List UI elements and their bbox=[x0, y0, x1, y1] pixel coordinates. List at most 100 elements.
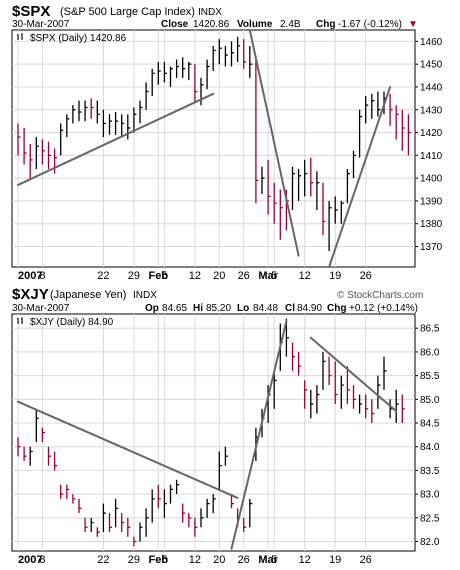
x-tick-label: Feb bbox=[149, 270, 169, 282]
ohlc-legend-icon bbox=[17, 317, 23, 324]
xjy-trendlines bbox=[17, 320, 398, 550]
spx-volume-value: 2.4B bbox=[280, 19, 301, 30]
xjy-header: $XJY (Japanese Yen) INDX © StockCharts.c… bbox=[12, 286, 423, 314]
x-tick-label: 26 bbox=[360, 554, 372, 566]
x-tick-label: 12 bbox=[299, 270, 311, 282]
y-tick-label: 1430 bbox=[420, 105, 443, 116]
x-tick-label: Mar bbox=[258, 270, 278, 282]
down-arrow-icon: ▼ bbox=[408, 19, 418, 30]
x-tick-label: 22 bbox=[97, 270, 109, 282]
xjy-close-label: Cl bbox=[285, 303, 295, 314]
trendline bbox=[17, 400, 239, 499]
x-tick-label: 12 bbox=[189, 554, 201, 566]
xjy-low-value: 84.48 bbox=[253, 303, 278, 314]
x-tick-label: 5 bbox=[161, 554, 167, 566]
spx-close-value: 1420.86 bbox=[193, 19, 230, 30]
y-tick-label: 85.5 bbox=[420, 371, 440, 382]
x-tick-label: 8 bbox=[39, 554, 45, 566]
trendline bbox=[17, 92, 215, 186]
xjy-date: 30-Mar-2007 bbox=[12, 303, 70, 314]
x-tick-label: 2007 bbox=[18, 270, 42, 282]
y-tick-label: 82.0 bbox=[420, 537, 440, 548]
xjy-open-label: Op bbox=[145, 303, 159, 314]
spx-close-label: Close bbox=[161, 19, 189, 30]
y-tick-label: 1440 bbox=[420, 82, 443, 93]
y-tick-label: 1410 bbox=[420, 151, 443, 162]
y-tick-label: 1420 bbox=[420, 128, 443, 139]
xjy-low-label: Lo bbox=[237, 303, 249, 314]
spx-gridlines bbox=[12, 30, 415, 267]
y-tick-label: 83.5 bbox=[420, 466, 440, 477]
x-tick-label: 8 bbox=[39, 270, 45, 282]
y-tick-label: 1400 bbox=[420, 174, 443, 185]
x-tick-label: 20 bbox=[213, 270, 225, 282]
x-tick-label: 2007 bbox=[18, 554, 42, 566]
x-tick-label: 26 bbox=[238, 270, 250, 282]
trendline bbox=[248, 29, 300, 257]
spx-legend-text: $SPX (Daily) 1420.86 bbox=[30, 33, 127, 44]
spx-volume-label: Volume bbox=[237, 19, 273, 30]
y-tick-label: 83.0 bbox=[420, 490, 440, 501]
spx-trendlines bbox=[17, 29, 392, 268]
trendline bbox=[309, 336, 398, 413]
x-tick-label: 26 bbox=[238, 554, 250, 566]
spx-header: $SPX (S&P 500 Large Cap Index) INDX 30-M… bbox=[12, 3, 418, 30]
x-tick-label: 19 bbox=[329, 270, 341, 282]
xjy-chg-label: Chg bbox=[327, 303, 346, 314]
x-tick-label: 5 bbox=[271, 270, 277, 282]
x-tick-label: 5 bbox=[161, 270, 167, 282]
xjy-exchange: INDX bbox=[133, 290, 157, 301]
xjy-symbol: $XJY bbox=[12, 286, 49, 303]
spx-legend: $SPX (Daily) 1420.86 bbox=[16, 33, 127, 44]
spx-date: 30-Mar-2007 bbox=[12, 19, 70, 30]
ohlc-legend-icon bbox=[17, 33, 23, 40]
x-tick-label: 5 bbox=[271, 554, 277, 566]
trendline bbox=[328, 85, 392, 268]
y-tick-label: 82.5 bbox=[420, 513, 440, 524]
xjy-name: (Japanese Yen) bbox=[50, 289, 126, 301]
y-tick-label: 1390 bbox=[420, 196, 443, 207]
xjy-open-value: 84.65 bbox=[162, 303, 187, 314]
xjy-legend-background bbox=[16, 317, 26, 325]
y-tick-label: 1380 bbox=[420, 219, 443, 230]
spx-symbol: $SPX bbox=[12, 3, 50, 20]
x-tick-label: 29 bbox=[128, 554, 140, 566]
x-tick-label: 26 bbox=[360, 270, 372, 282]
y-tick-label: 1370 bbox=[420, 242, 443, 253]
x-tick-label: Feb bbox=[149, 554, 169, 566]
xjy-price-bars bbox=[17, 318, 405, 547]
x-tick-label: 12 bbox=[189, 270, 201, 282]
spx-exchange: INDX bbox=[198, 7, 222, 18]
xjy-legend-text: $XJY (Daily) 84.90 bbox=[30, 317, 114, 328]
xjy-chg-value: +0.12 (+0.14%) bbox=[349, 303, 418, 314]
xjy-watermark: © StockCharts.com bbox=[337, 290, 423, 301]
spx-chg-value: -1.67 (-0.12%) bbox=[338, 19, 402, 30]
y-tick-label: 86.0 bbox=[420, 347, 440, 358]
y-tick-label: 84.0 bbox=[420, 442, 440, 453]
xjy-plot-area bbox=[11, 313, 416, 552]
spx-legend-background bbox=[16, 33, 26, 41]
xjy-close-value: 84.90 bbox=[297, 303, 322, 314]
spx-chg-label: Chg bbox=[316, 19, 335, 30]
y-tick-label: 85.0 bbox=[420, 395, 440, 406]
x-tick-label: 22 bbox=[97, 554, 109, 566]
y-tick-label: 86.5 bbox=[420, 324, 440, 335]
trendline bbox=[230, 320, 288, 550]
x-tick-label: 20 bbox=[213, 554, 225, 566]
xjy-legend: $XJY (Daily) 84.90 bbox=[16, 317, 114, 328]
x-tick-label: 19 bbox=[329, 554, 341, 566]
spx-price-bars bbox=[17, 36, 411, 252]
x-tick-label: Mar bbox=[258, 554, 278, 566]
spx-y-axis: 1370 1380 1390 1400 1410 1420 1430 1440 1450 1460 bbox=[415, 37, 443, 253]
spx-name: (S&P 500 Large Cap Index) bbox=[60, 6, 195, 18]
xjy-high-label: Hi bbox=[193, 303, 203, 314]
xjy-y-axis: 82.0 82.5 83.0 83.5 84.0 84.5 85.0 85.5 86.0 86.5 bbox=[415, 324, 440, 548]
x-tick-label: 12 bbox=[299, 554, 311, 566]
y-tick-label: 84.5 bbox=[420, 419, 440, 430]
x-tick-label: 29 bbox=[128, 270, 140, 282]
xjy-high-value: 85.20 bbox=[206, 303, 231, 314]
y-tick-label: 1450 bbox=[420, 60, 443, 71]
